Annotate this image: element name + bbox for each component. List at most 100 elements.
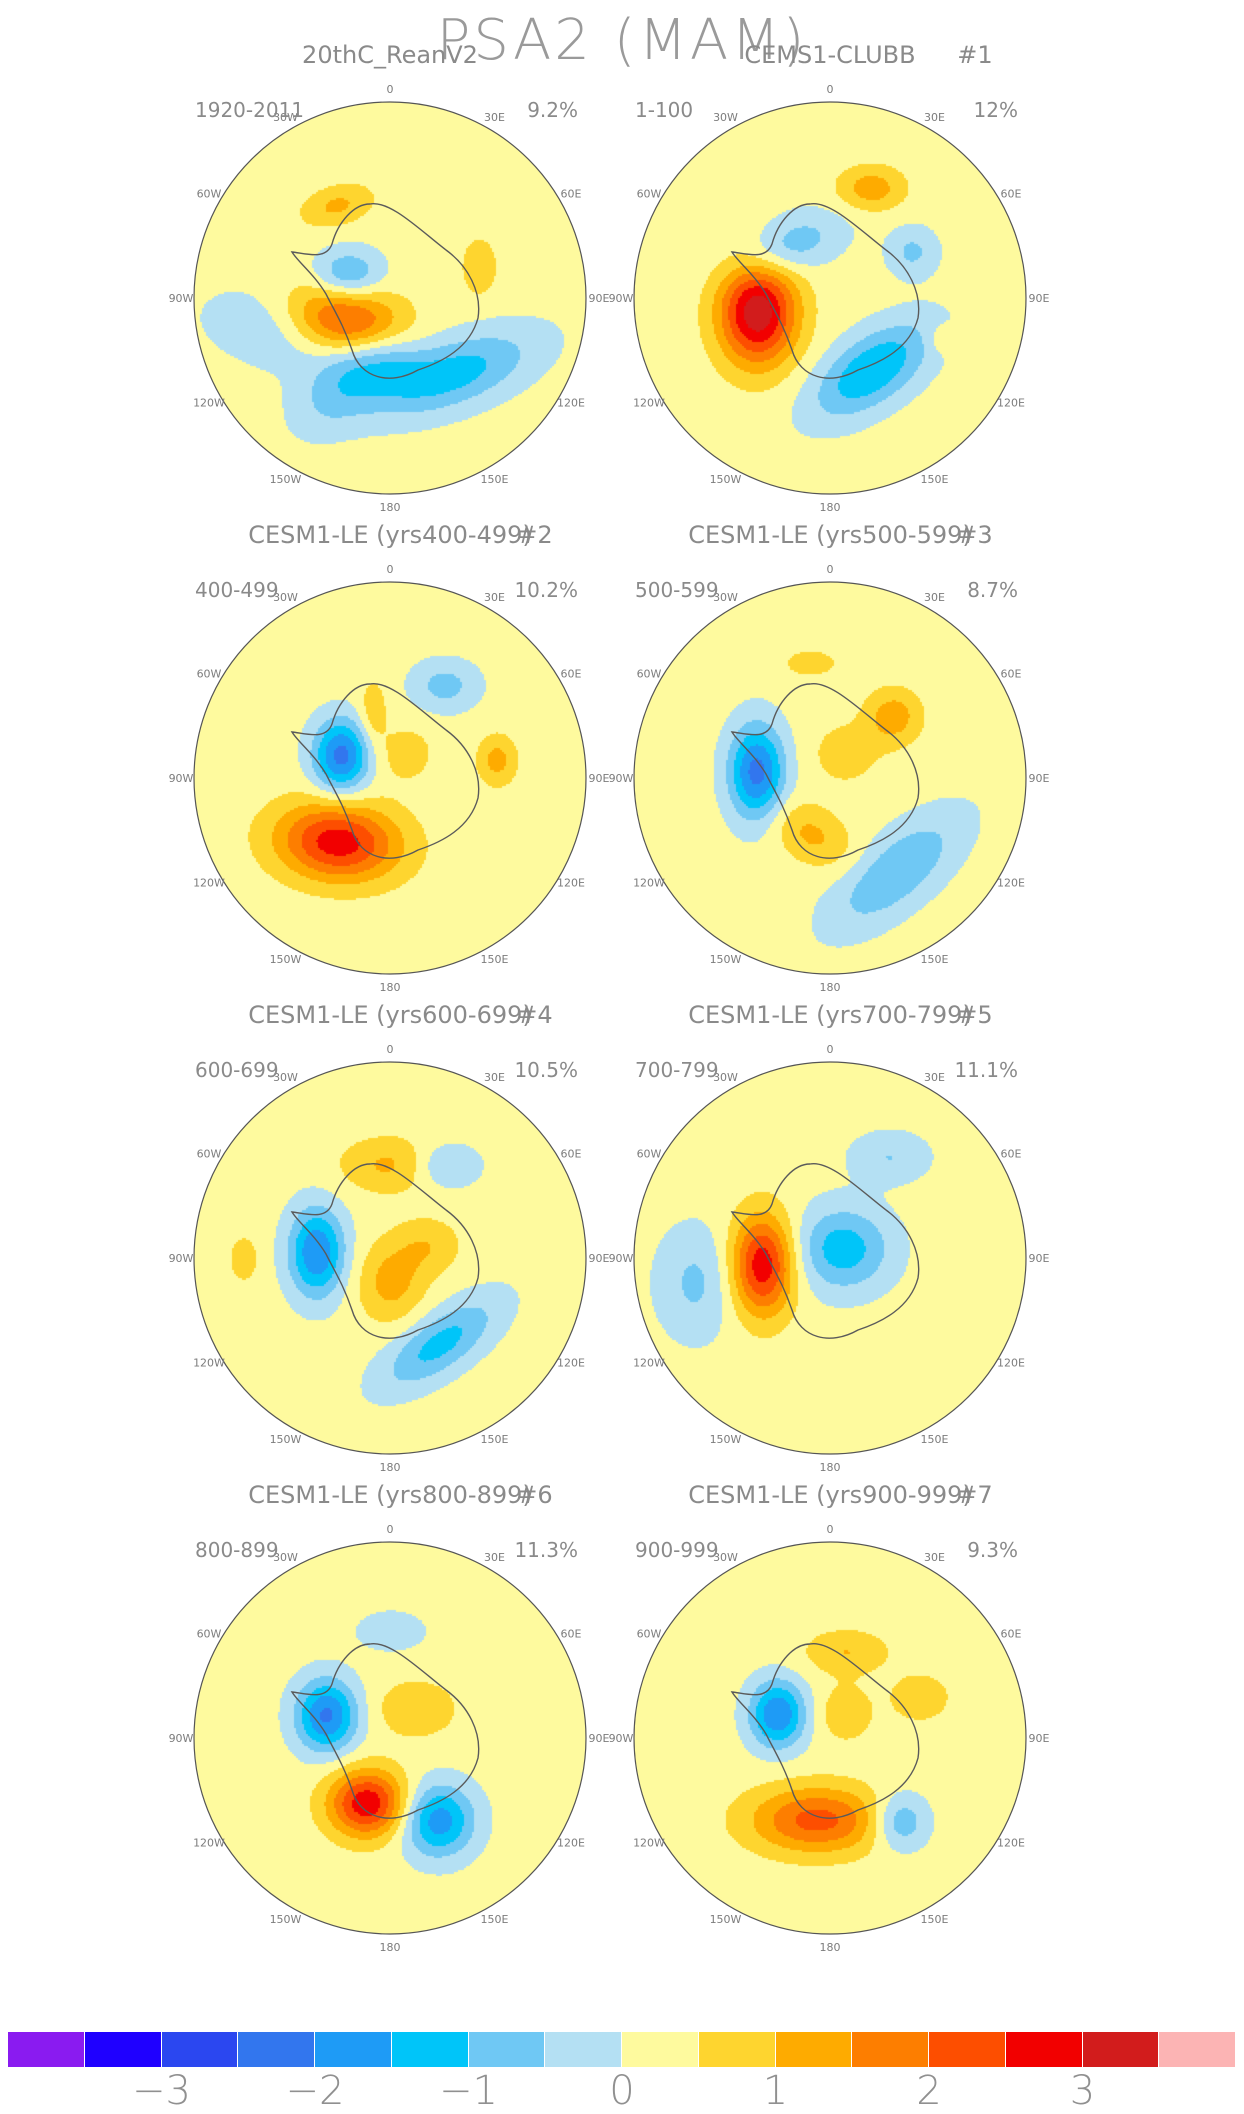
longitude-label: 120E — [997, 1837, 1025, 1850]
colorbar — [8, 2032, 1236, 2067]
longitude-label: 0 — [827, 563, 834, 576]
panel-number: #5 — [957, 1001, 992, 1029]
panel-title: CEMS1-CLUBB — [744, 41, 915, 69]
antarctica-coastline — [730, 1163, 920, 1339]
longitude-label: 60E — [561, 1148, 582, 1161]
longitude-label: 180 — [820, 981, 841, 994]
panel-title: CESM1-LE (yrs400-499) — [248, 521, 532, 549]
longitude-label: 150W — [270, 1433, 302, 1446]
longitude-label: 30E — [484, 1071, 505, 1084]
panel-period: 700-799 — [635, 1058, 719, 1082]
longitude-label: 180 — [820, 1941, 841, 1954]
panel-title: 20thC_ReanV2 — [302, 41, 478, 69]
longitude-label: 90E — [1029, 1252, 1050, 1265]
colorbar-tick-label: 2 — [916, 2068, 942, 2114]
colorbar-cell — [391, 2032, 469, 2067]
longitude-label: 120E — [557, 877, 585, 890]
longitude-label: 30W — [273, 111, 298, 124]
anomaly-field — [194, 1062, 586, 1454]
longitude-label: 0 — [827, 1523, 834, 1536]
longitude-label: 60W — [637, 1628, 662, 1641]
anomaly-field — [194, 1542, 586, 1934]
longitude-label: 30E — [924, 111, 945, 124]
antarctica-coastline — [290, 1643, 480, 1819]
longitude-label: 150E — [481, 1913, 509, 1926]
panel-variance: 12% — [974, 98, 1018, 122]
map-panel: 0 30E 60E 90E 120E 150E 180 150W 120W 90W 60W 30W CE… — [169, 521, 610, 994]
longitude-label: 150E — [921, 953, 949, 966]
longitude-label: 120W — [633, 877, 665, 890]
panel-period: 900-999 — [635, 1538, 719, 1562]
colorbar-tick-label: 1 — [762, 2068, 789, 2114]
longitude-label: 150E — [921, 1913, 949, 1926]
longitude-label: 90E — [1029, 772, 1050, 785]
longitude-label: 90E — [589, 292, 610, 305]
longitude-label: 120W — [193, 397, 225, 410]
antarctica-coastline — [730, 203, 920, 379]
longitude-label: 0 — [387, 83, 394, 96]
map-panel: 0 30E 60E 90E 120E 150E 180 150W 120W 90W 60W 30W CE… — [609, 1481, 1050, 1954]
longitude-label: 30W — [273, 1551, 298, 1564]
longitude-label: 60W — [197, 1628, 222, 1641]
longitude-label: 90W — [169, 1252, 194, 1265]
colorbar-cell — [622, 2032, 699, 2067]
colorbar-tick-label: 0 — [609, 2068, 635, 2114]
longitude-label: 0 — [387, 1523, 394, 1536]
longitude-label: 90E — [1029, 292, 1050, 305]
longitude-label: 150E — [921, 473, 949, 486]
map-panel: 0 30E 60E 90E 120E 150E 180 150W 120W 90W 60W 30W CE… — [609, 1001, 1050, 1474]
longitude-label: 30E — [484, 1551, 505, 1564]
longitude-label: 30W — [273, 591, 298, 604]
map-panel: 0 30E 60E 90E 120E 150E 180 150W 120W 90W 60W 30W CE… — [169, 1001, 610, 1474]
colorbar-cell — [315, 2032, 392, 2067]
panel-variance: 11.1% — [954, 1058, 1018, 1082]
panel-title: CESM1-LE (yrs900-999) — [688, 1481, 972, 1509]
longitude-label: 90E — [589, 1732, 610, 1745]
longitude-label: 90W — [169, 772, 194, 785]
colorbar-cell — [161, 2032, 239, 2067]
longitude-label: 90W — [609, 1252, 634, 1265]
colorbar-cell — [852, 2032, 929, 2067]
panel-number: #3 — [957, 521, 992, 549]
map-boundary — [633, 581, 1027, 975]
longitude-label: 150W — [270, 1913, 302, 1926]
longitude-label: 30W — [273, 1071, 298, 1084]
colorbar-cell — [1159, 2032, 1236, 2067]
longitude-label: 120W — [633, 1357, 665, 1370]
colorbar-cell — [1005, 2032, 1083, 2067]
map-boundary — [633, 1541, 1027, 1935]
colorbar-tick-label: 3 — [1069, 2068, 1096, 2114]
longitude-label: 0 — [827, 83, 834, 96]
colorbar-cell — [84, 2032, 162, 2067]
panel-period: 1-100 — [635, 98, 693, 122]
longitude-label: 30W — [713, 111, 738, 124]
map-boundary — [193, 101, 587, 495]
longitude-label: 90W — [169, 1732, 194, 1745]
longitude-label: 30E — [924, 591, 945, 604]
longitude-label: 120W — [633, 1837, 665, 1850]
longitude-label: 120E — [557, 1837, 585, 1850]
panel-variance: 8.7% — [967, 578, 1018, 602]
longitude-label: 60E — [1001, 668, 1022, 681]
longitude-label: 60W — [637, 188, 662, 201]
longitude-label: 120E — [997, 877, 1025, 890]
longitude-label: 60E — [561, 668, 582, 681]
panel-number: #7 — [957, 1481, 992, 1509]
colorbar-cell — [545, 2032, 622, 2067]
colorbar-cell — [238, 2032, 315, 2067]
anomaly-field — [634, 1542, 1026, 1934]
panel-period: 600-699 — [195, 1058, 279, 1082]
longitude-label: 120E — [557, 1357, 585, 1370]
longitude-label: 60W — [197, 1148, 222, 1161]
longitude-label: 150W — [710, 1913, 742, 1926]
colorbar-cell — [775, 2032, 853, 2067]
longitude-label: 180 — [380, 981, 401, 994]
panel-title: CESM1-LE (yrs700-799) — [688, 1001, 972, 1029]
longitude-label: 120E — [997, 397, 1025, 410]
anomaly-field — [634, 102, 1026, 494]
antarctica-coastline — [290, 1163, 480, 1339]
longitude-label: 180 — [820, 1461, 841, 1474]
longitude-label: 60E — [1001, 1628, 1022, 1641]
longitude-label: 60W — [197, 188, 222, 201]
map-boundary — [193, 1061, 587, 1455]
